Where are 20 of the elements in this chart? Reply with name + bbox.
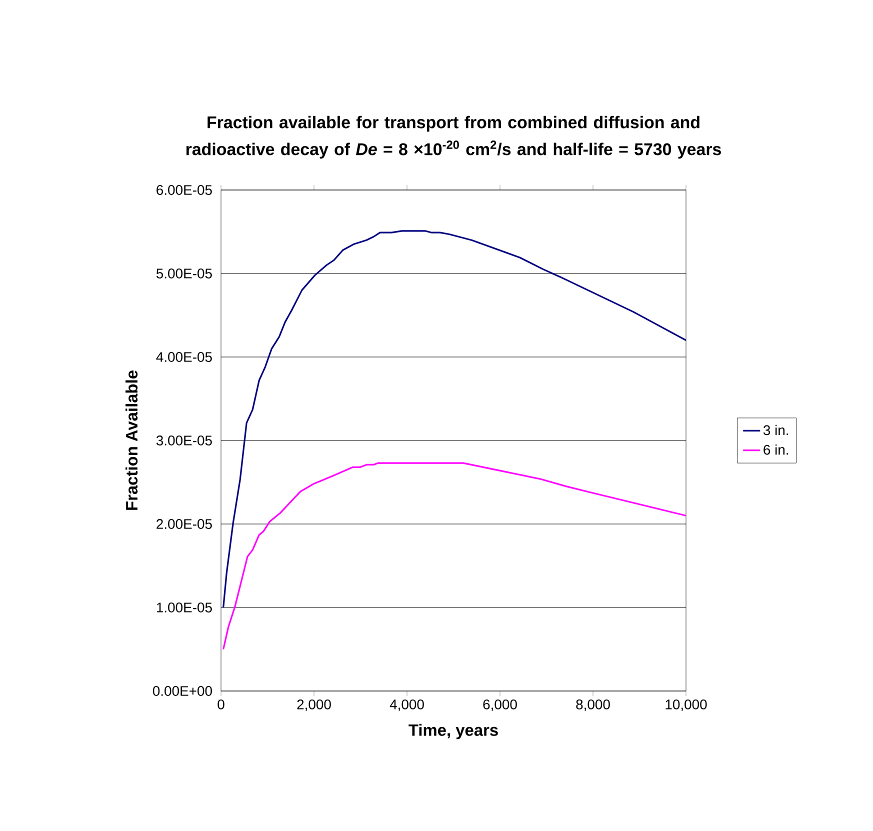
y-tick-label: 6.00E-05 xyxy=(156,185,212,195)
x-tick-label: 10,000 xyxy=(666,699,707,712)
x-axis-title: Time, years xyxy=(408,724,498,740)
y-tick-label: 4.00E-05 xyxy=(156,352,212,362)
line-series xyxy=(222,230,686,608)
x-tick-label: 6,000 xyxy=(483,699,517,712)
x-tick-label: 4,000 xyxy=(390,699,424,712)
y-tick-label: 1.00E-05 xyxy=(156,602,212,612)
y-tick-label: 5.00E-05 xyxy=(156,268,212,278)
x-tick-label: 0 xyxy=(218,699,224,710)
legend-label: 3 in. xyxy=(763,424,788,436)
chart-title: Fraction available for transport from combined diffusion and radioactive decay of De = 8 ×10$^{-20}$ cm$^{2}$/s and half-life = 5730 years xyxy=(186,116,721,159)
line-series xyxy=(222,462,686,650)
y-tick-label: 3.00E-05 xyxy=(156,436,212,446)
y-tick-label: 2.00E-05 xyxy=(156,519,212,529)
legend-label: 6 in. xyxy=(764,444,788,455)
y-axis-title: Fraction Available xyxy=(126,370,138,510)
x-tick-label: 8,000 xyxy=(576,699,610,712)
x-tick-label: 2,000 xyxy=(297,699,331,712)
y-tick-label: 0.00E+00 xyxy=(152,686,212,696)
